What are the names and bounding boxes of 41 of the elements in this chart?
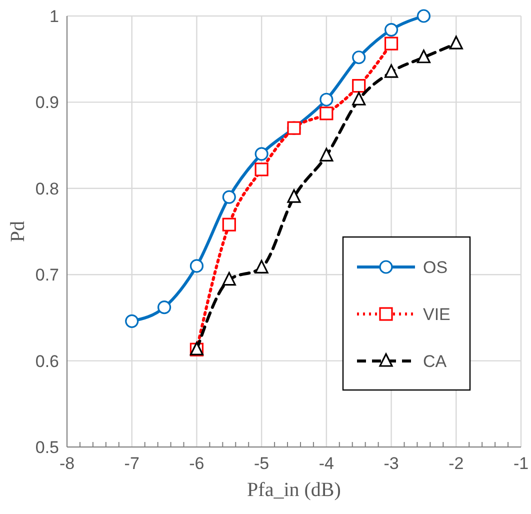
point: [352, 92, 366, 106]
point: [222, 272, 236, 286]
y-axis-title: Pd: [7, 220, 29, 242]
y-tick-label: 0.6: [35, 352, 59, 371]
point: [320, 92, 334, 106]
legend-label: VIE: [423, 305, 450, 324]
y-tick-label: 0.9: [35, 93, 59, 112]
x-tick-label: -8: [59, 454, 75, 473]
x-tick-label: -3: [384, 454, 399, 473]
x-tick-label: -4: [318, 454, 334, 473]
x-tick-label: -5: [254, 454, 270, 473]
x-tick-label: -1: [513, 454, 529, 473]
point: [125, 314, 139, 328]
point: [254, 147, 268, 161]
point: [320, 148, 334, 162]
x-axis-title: Pfa_in (dB): [247, 479, 341, 501]
point: [157, 300, 172, 314]
point: [384, 36, 398, 50]
point: [352, 50, 366, 64]
y-tick-label: 0.8: [35, 179, 59, 198]
point: [254, 260, 268, 274]
point: [384, 64, 398, 78]
point: [352, 79, 366, 93]
legend-label: OS: [423, 258, 448, 277]
point: [384, 22, 398, 37]
point: [449, 36, 463, 50]
point: [222, 190, 236, 204]
y-tick-label: 1: [50, 7, 59, 26]
y-tick-label: 0.7: [35, 266, 59, 285]
x-tick-label: -2: [448, 454, 464, 473]
point: [416, 50, 431, 64]
legend-label: CA: [423, 352, 448, 371]
point: [320, 106, 334, 120]
point: [254, 162, 268, 176]
point: [190, 259, 204, 273]
point: [222, 218, 236, 232]
x-tick-label: -6: [189, 454, 204, 473]
point: [287, 189, 301, 203]
x-tick-label: -7: [124, 454, 140, 473]
point: [416, 9, 431, 23]
y-tick-label: 0.5: [35, 438, 59, 457]
